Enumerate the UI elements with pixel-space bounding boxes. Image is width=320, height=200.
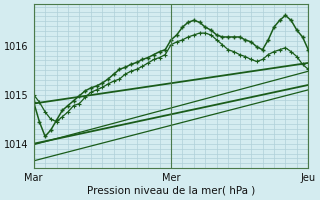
X-axis label: Pression niveau de la mer( hPa ): Pression niveau de la mer( hPa ) [87,186,255,196]
